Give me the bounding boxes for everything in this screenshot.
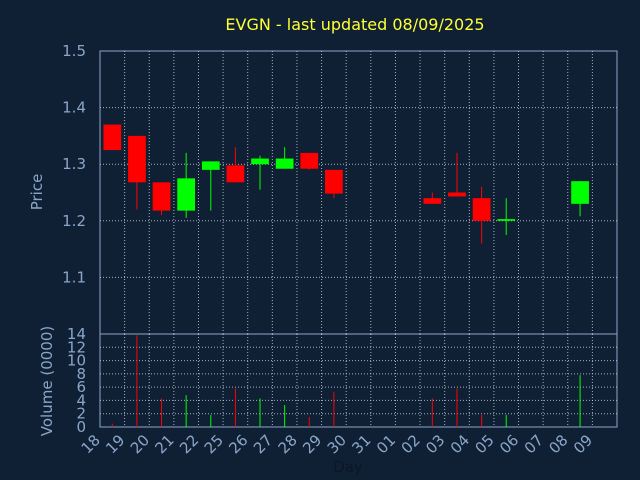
x-tick-label: 28 (275, 431, 301, 457)
candle (497, 198, 516, 235)
candle-body (300, 152, 319, 169)
volume-tick-label: 14 (67, 325, 86, 343)
candle-body (448, 192, 466, 197)
chart-title: EVGN - last updated 08/09/2025 (225, 15, 484, 34)
candle (251, 155, 269, 190)
x-tick-label: 01 (373, 431, 399, 457)
x-tick-label: 31 (348, 431, 374, 457)
candle (448, 152, 466, 197)
x-tick-label: 30 (324, 431, 350, 457)
x-tick-label: 06 (496, 431, 522, 457)
price-axis-label: Price (28, 174, 46, 211)
volume-grid (100, 334, 617, 427)
candle (325, 169, 343, 199)
price-panel: 1.5 1.4 1.3 1.2 1.1 (62, 42, 618, 335)
price-grid (100, 51, 617, 334)
candle-body (226, 165, 245, 183)
volume-plot-area (99, 333, 618, 428)
candle (275, 147, 294, 169)
candle (423, 192, 442, 204)
candle-body (571, 181, 589, 204)
candle (300, 152, 319, 170)
candle (152, 182, 171, 216)
candle-body (128, 135, 146, 183)
candle (226, 147, 245, 183)
volume-tick-label: 8 (76, 365, 86, 383)
price-tick-label: 1.5 (62, 42, 86, 60)
volume-tick-label: 4 (76, 391, 86, 409)
price-tick-label: 1.4 (62, 99, 86, 117)
x-tick-labels: 1819202122252627282930310102030405060708… (78, 431, 597, 457)
x-tick-label: 08 (545, 431, 571, 457)
price-tick-label: 1.2 (62, 212, 86, 230)
candle (103, 124, 122, 151)
candle (201, 161, 220, 211)
x-axis-label: Day (333, 458, 363, 476)
candlesticks (103, 124, 589, 244)
x-tick-label: 22 (176, 431, 202, 457)
x-tick-label: 27 (250, 431, 276, 457)
candle (177, 152, 196, 218)
volume-bars (111, 335, 581, 427)
candle-body (103, 124, 122, 151)
x-tick-label: 26 (225, 431, 251, 457)
candle-body (275, 158, 294, 169)
x-tick-label: 02 (398, 431, 424, 457)
x-tick-label: 25 (201, 431, 227, 457)
x-tick-label: 07 (521, 431, 547, 457)
x-tick-label: 03 (422, 431, 448, 457)
x-tick-label: 04 (447, 431, 473, 457)
x-tick-label: 05 (472, 431, 498, 457)
volume-tick-label: 2 (76, 405, 86, 423)
x-tick-label: 09 (570, 431, 596, 457)
x-tick-label: 20 (127, 431, 153, 457)
price-tick-label: 1.3 (62, 155, 86, 173)
volume-tick-label: 12 (67, 338, 86, 356)
x-tick-label: 19 (102, 431, 128, 457)
volume-axis-label: Volume (0000) (38, 326, 56, 436)
volume-tick-label: 0 (76, 418, 86, 436)
candle-body (497, 219, 516, 221)
volume-tick-label: 10 (67, 352, 86, 370)
candle (571, 181, 589, 217)
candle-body (177, 178, 196, 211)
candle-body (472, 198, 491, 221)
price-tick-label: 1.1 (62, 268, 86, 286)
x-tick-label: 29 (299, 431, 325, 457)
candle-body (201, 161, 220, 170)
candle-body (423, 198, 442, 204)
candle (128, 135, 146, 210)
volume-tick-label: 6 (76, 378, 86, 396)
x-tick-label: 21 (151, 431, 177, 457)
candle-body (251, 158, 269, 165)
candle-body (152, 182, 171, 211)
candle (472, 186, 491, 244)
candle-body (325, 169, 343, 194)
price-tick-labels: 1.5 1.4 1.3 1.2 1.1 (62, 42, 86, 286)
